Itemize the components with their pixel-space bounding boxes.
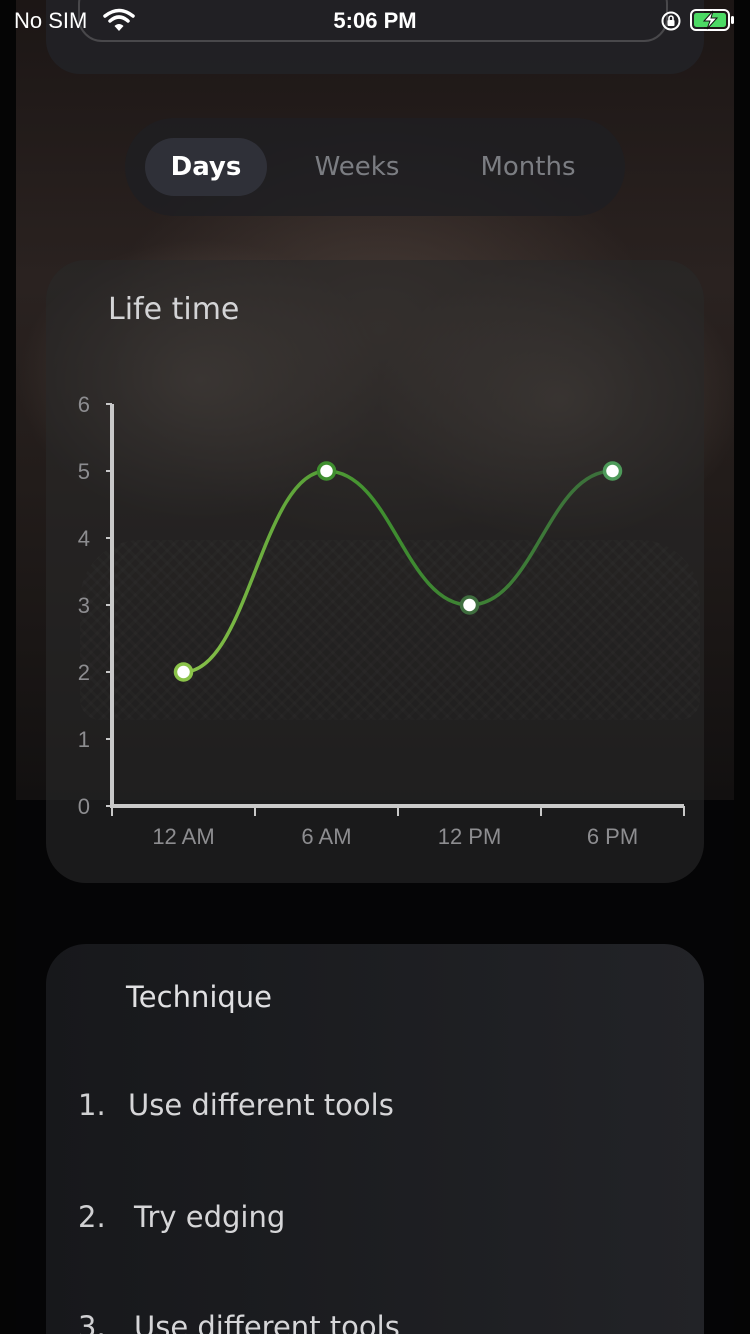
tab-days[interactable]: Days [145,138,267,196]
technique-item-label: Use different tools [128,1088,394,1122]
tab-months[interactable]: Months [480,152,576,182]
edge-strip-right [734,0,750,1334]
series-line [183,469,613,674]
lifetime-chart-card: Life time 0 1 2 3 4 5 6 12 AM 6 AM 12 PM 6 PM [46,260,704,883]
edge-strip-left [0,0,16,1334]
technique-item-label: Try edging [134,1200,286,1234]
carrier-label: No SIM [14,8,88,33]
x-tick-label: 6 AM [301,824,351,849]
technique-item-number: 1. [78,1088,106,1122]
x-tick-label: 12 AM [152,824,214,849]
wifi-icon [103,8,135,31]
technique-item[interactable]: 2. Try edging [78,1200,285,1234]
technique-item-number: 2. [78,1200,106,1234]
y-tick-label: 5 [78,459,90,484]
y-tick-label: 0 [78,794,90,819]
status-bar: No SIM 5:06 PM [0,0,750,40]
data-point [602,461,623,481]
y-tick-label: 1 [78,727,90,752]
battery-charging-icon [690,9,734,31]
x-tick-label: 6 PM [587,824,638,849]
y-tick-label: 4 [78,526,90,551]
y-tick-label: 2 [78,660,90,685]
data-point [173,662,194,682]
lifetime-line-chart: 0 1 2 3 4 5 6 12 AM 6 AM 12 PM 6 PM [78,392,685,849]
top-card-input[interactable] [78,0,668,42]
data-point [316,461,337,481]
technique-card: Technique 1. Use different tools 2. Try ed… [46,944,704,1334]
y-tick-label: 3 [78,593,90,618]
technique-item-number: 3. [78,1310,106,1334]
orientation-lock-icon [661,11,681,31]
y-tick-label: 6 [78,392,90,417]
tab-weeks[interactable]: Weeks [314,152,400,182]
period-segmented-control: Days Weeks Months [125,118,625,216]
clock: 5:06 PM [333,8,417,33]
data-point [459,595,480,615]
technique-item-label: Use different tools [134,1310,400,1334]
x-tick-label: 12 PM [438,824,502,849]
technique-item[interactable]: 1. Use different tools [78,1088,394,1122]
technique-title: Technique [126,980,273,1014]
top-card [46,0,704,74]
chart-title: Life time [108,292,240,327]
technique-item[interactable]: 3. Use different tools [78,1310,400,1334]
